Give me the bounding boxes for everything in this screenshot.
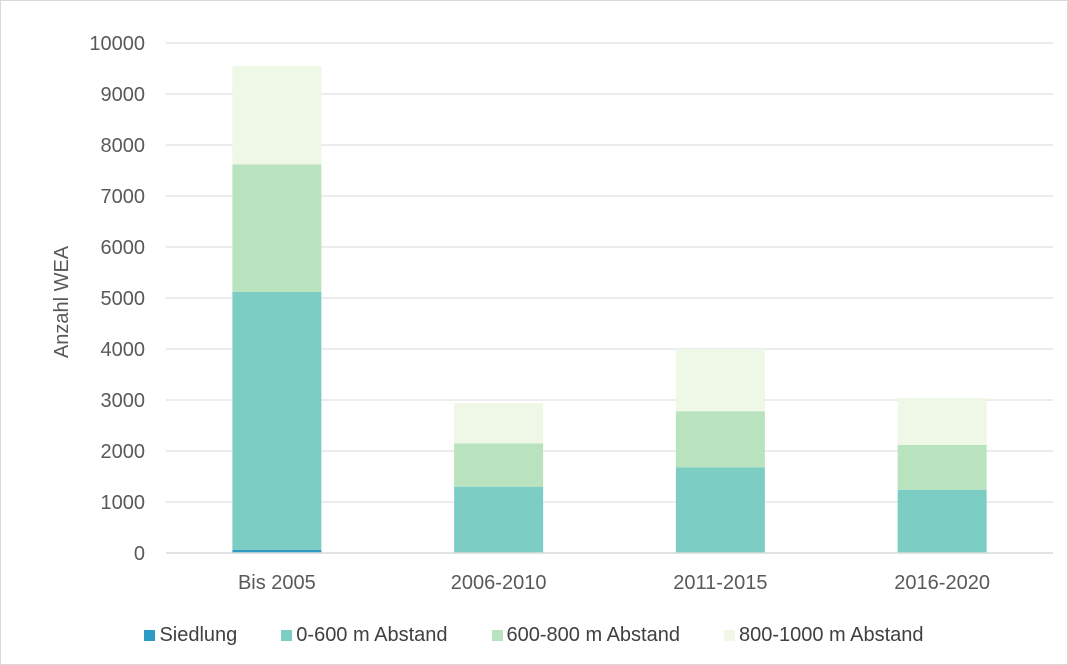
bar-segment xyxy=(675,349,765,412)
bar-segment xyxy=(897,397,987,445)
legend-label: Siedlung xyxy=(159,623,238,646)
y-tick-label: 9000 xyxy=(101,84,146,106)
y-tick-label: 10000 xyxy=(89,33,145,55)
bar-segment xyxy=(454,443,544,487)
legend-swatch xyxy=(281,629,293,641)
y-tick-label: 7000 xyxy=(101,186,146,208)
legend-item: 600-800 m Abstand xyxy=(491,623,680,647)
legend-swatch xyxy=(491,629,503,641)
legend-item: Siedlung xyxy=(144,624,237,647)
bar-segment xyxy=(675,467,765,553)
bar-segment xyxy=(454,403,544,444)
legend-item: 0-600 m Abstand xyxy=(281,623,448,647)
legend: Siedlung 0-600 m Abstand 600-800 m Abstand… xyxy=(0,618,1068,652)
legend-label: 800-1000 m Abstand xyxy=(738,623,924,646)
y-tick-label: 2000 xyxy=(101,441,146,463)
y-axis-ticks: 0 1000 2000 3000 4000 5000 6000 7000 8000 9000 100… xyxy=(89,33,145,565)
x-axis-ticks: Bis 2005 2006-2010 2011-2015 2016-2020 xyxy=(238,572,990,594)
bar-segment xyxy=(232,291,322,550)
y-tick-label: 3000 xyxy=(101,390,146,412)
legend-label: 0-600 m Abstand xyxy=(296,623,448,646)
y-tick-label: 0 xyxy=(134,543,145,565)
bar-segment xyxy=(897,489,987,553)
x-tick-label: 2006-2010 xyxy=(451,572,547,594)
bar-segment xyxy=(897,444,987,490)
bar-segment xyxy=(675,411,765,468)
legend-swatch xyxy=(723,629,735,641)
x-tick-label: 2011-2015 xyxy=(673,572,767,594)
legend-item: 800-1000 m Abstand xyxy=(723,623,924,647)
y-tick-label: 4000 xyxy=(101,339,146,361)
x-tick-label: 2016-2020 xyxy=(894,572,990,594)
y-axis-title: Anzahl WEA xyxy=(51,245,73,358)
y-tick-label: 6000 xyxy=(101,237,146,259)
legend-swatch xyxy=(144,629,156,641)
bar-segment xyxy=(232,549,322,553)
x-tick-label: Bis 2005 xyxy=(238,572,316,594)
y-tick-label: 1000 xyxy=(101,492,146,514)
bar-segment xyxy=(232,164,322,292)
bar-segment xyxy=(232,65,322,165)
y-tick-label: 5000 xyxy=(101,288,146,310)
legend-label: 600-800 m Abstand xyxy=(506,623,680,646)
bars xyxy=(166,65,1053,554)
y-tick-label: 8000 xyxy=(101,135,146,157)
bar-segment xyxy=(454,486,544,553)
